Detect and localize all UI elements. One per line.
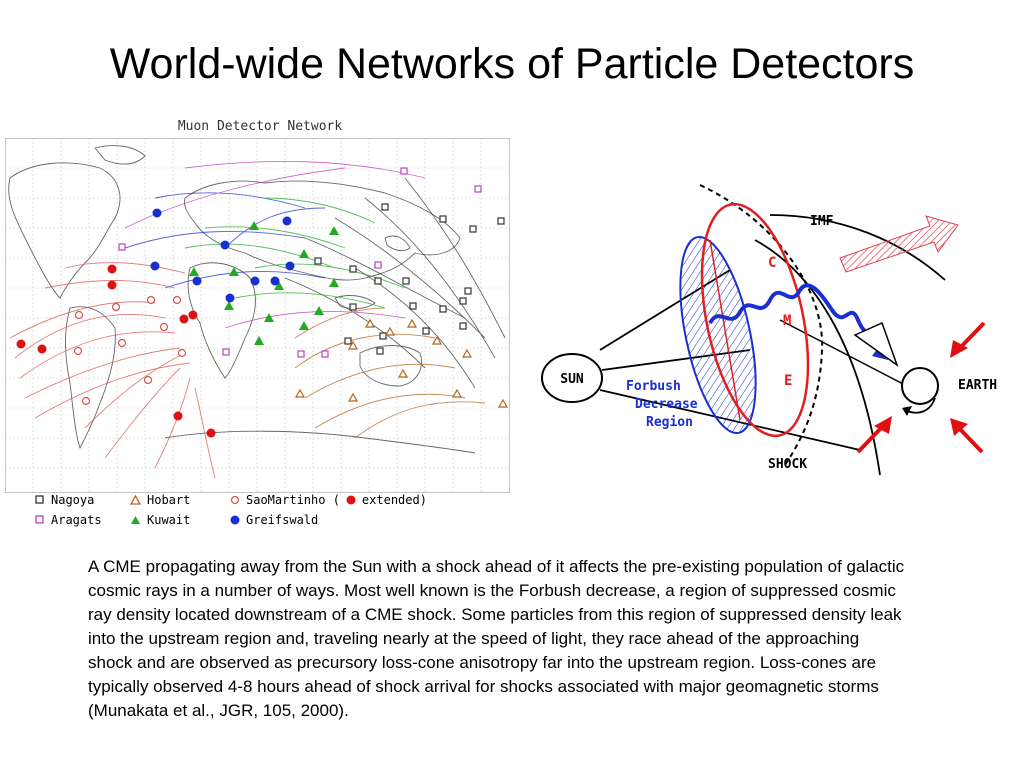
shock-label: SHOCK: [768, 457, 807, 472]
muon-detector-map: Muon Detector Network: [0, 110, 520, 540]
imf-line-lower: [754, 239, 881, 476]
cme-axis: [709, 239, 741, 421]
legend-item-aragats: Aragats: [35, 513, 102, 527]
legend-item-hobart: Hobart: [130, 493, 190, 507]
cme-ellipse: [700, 202, 810, 438]
aragats-marker-icon: [35, 515, 44, 524]
earth-rotation-arrowhead-icon: [902, 406, 912, 416]
red-arrow-bottom-left: [856, 416, 892, 454]
nagoya-marker-icon: [35, 495, 44, 504]
legend-item-kuwait: Kuwait: [130, 513, 190, 527]
legend-label-extended: extended): [361, 493, 427, 507]
forbush-label-line3: Region: [646, 415, 693, 430]
legend-label-kuwait: Kuwait: [147, 513, 191, 527]
greifswald-marker-icon: [230, 515, 240, 525]
legend-label-hobart: Hobart: [147, 493, 191, 507]
shock-to-earth: [779, 319, 906, 386]
legend-label-greifswald: Greifswald: [246, 513, 319, 527]
kuwait-marker-icon: [131, 516, 140, 524]
world-map: [5, 138, 510, 493]
red-arrow-bottom-right: [950, 418, 984, 454]
sun-label: SUN: [560, 372, 584, 387]
map-title: Muon Detector Network: [177, 119, 343, 134]
red-arrow-top-right: [950, 321, 986, 358]
imf-label: IMF: [810, 214, 834, 229]
wavy-field-line: [708, 283, 882, 346]
forbush-region-ellipse: [679, 235, 757, 435]
legend-item-saomartinho: SaoMartinho ( extended): [230, 493, 427, 507]
cme-label-m: M: [783, 313, 791, 329]
earth-label: EARTH: [958, 378, 997, 393]
solar-wind-arrow-icon: [839, 215, 959, 273]
legend-label-saomartinho: SaoMartinho (: [246, 493, 340, 507]
legend-item-greifswald: Greifswald: [230, 513, 318, 527]
legend-label-nagoya: Nagoya: [51, 493, 95, 507]
forbush-label-line1: Forbush: [626, 379, 681, 394]
hobart-marker-icon: [130, 495, 141, 505]
map-legend: Nagoya Hobart SaoMartinho ( extended) Ar…: [30, 493, 500, 533]
cme-label-e: E: [784, 373, 792, 389]
saomartinho-extended-marker-icon: [346, 495, 356, 505]
cme-shock-diagram: SUN EARTH C M E IMF SHOCK Forbush Decrea…: [541, 184, 997, 476]
sun-icon: [541, 353, 603, 403]
saomartinho-marker-icon: [230, 495, 240, 505]
cme-label-c: C: [768, 255, 776, 271]
earth-icon: [901, 367, 939, 405]
body-paragraph: A CME propagating away from the Sun with…: [88, 557, 905, 720]
shock-dashed-front: [699, 184, 824, 466]
loss-cone-icon: [853, 321, 899, 368]
legend-label-aragats: Aragats: [51, 513, 102, 527]
legend-item-nagoya: Nagoya: [35, 493, 94, 507]
slide-title: World-wide Networks of Particle Detector…: [109, 40, 915, 88]
imf-line-upper: [769, 214, 946, 281]
forbush-label-line2: Decrease: [635, 397, 698, 412]
